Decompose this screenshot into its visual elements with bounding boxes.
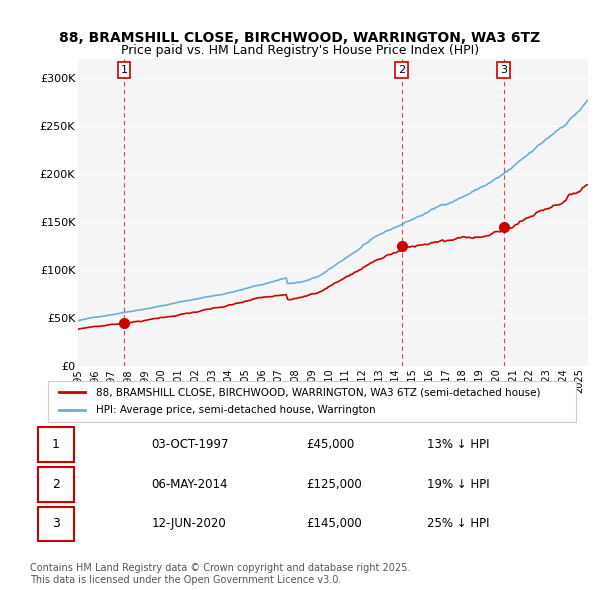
FancyBboxPatch shape (38, 507, 74, 541)
Text: 2: 2 (398, 65, 405, 75)
Text: 88, BRAMSHILL CLOSE, BIRCHWOOD, WARRINGTON, WA3 6TZ: 88, BRAMSHILL CLOSE, BIRCHWOOD, WARRINGT… (59, 31, 541, 45)
Text: Contains HM Land Registry data © Crown copyright and database right 2025.
This d: Contains HM Land Registry data © Crown c… (30, 563, 410, 585)
Text: £45,000: £45,000 (306, 438, 354, 451)
Text: 13% ↓ HPI: 13% ↓ HPI (427, 438, 490, 451)
Text: 3: 3 (500, 65, 507, 75)
Text: 1: 1 (52, 438, 60, 451)
Text: 2: 2 (52, 478, 60, 491)
Text: £145,000: £145,000 (306, 517, 362, 530)
Text: 19% ↓ HPI: 19% ↓ HPI (427, 478, 490, 491)
Text: 25% ↓ HPI: 25% ↓ HPI (427, 517, 490, 530)
Text: Price paid vs. HM Land Registry's House Price Index (HPI): Price paid vs. HM Land Registry's House … (121, 44, 479, 57)
Text: HPI: Average price, semi-detached house, Warrington: HPI: Average price, semi-detached house,… (95, 405, 375, 415)
Text: £125,000: £125,000 (306, 478, 362, 491)
FancyBboxPatch shape (38, 427, 74, 462)
Text: 06-MAY-2014: 06-MAY-2014 (151, 478, 228, 491)
Text: 3: 3 (52, 517, 60, 530)
Text: 1: 1 (121, 65, 127, 75)
FancyBboxPatch shape (38, 467, 74, 501)
Text: 88, BRAMSHILL CLOSE, BIRCHWOOD, WARRINGTON, WA3 6TZ (semi-detached house): 88, BRAMSHILL CLOSE, BIRCHWOOD, WARRINGT… (95, 387, 540, 397)
Text: 03-OCT-1997: 03-OCT-1997 (151, 438, 229, 451)
Text: 12-JUN-2020: 12-JUN-2020 (151, 517, 226, 530)
